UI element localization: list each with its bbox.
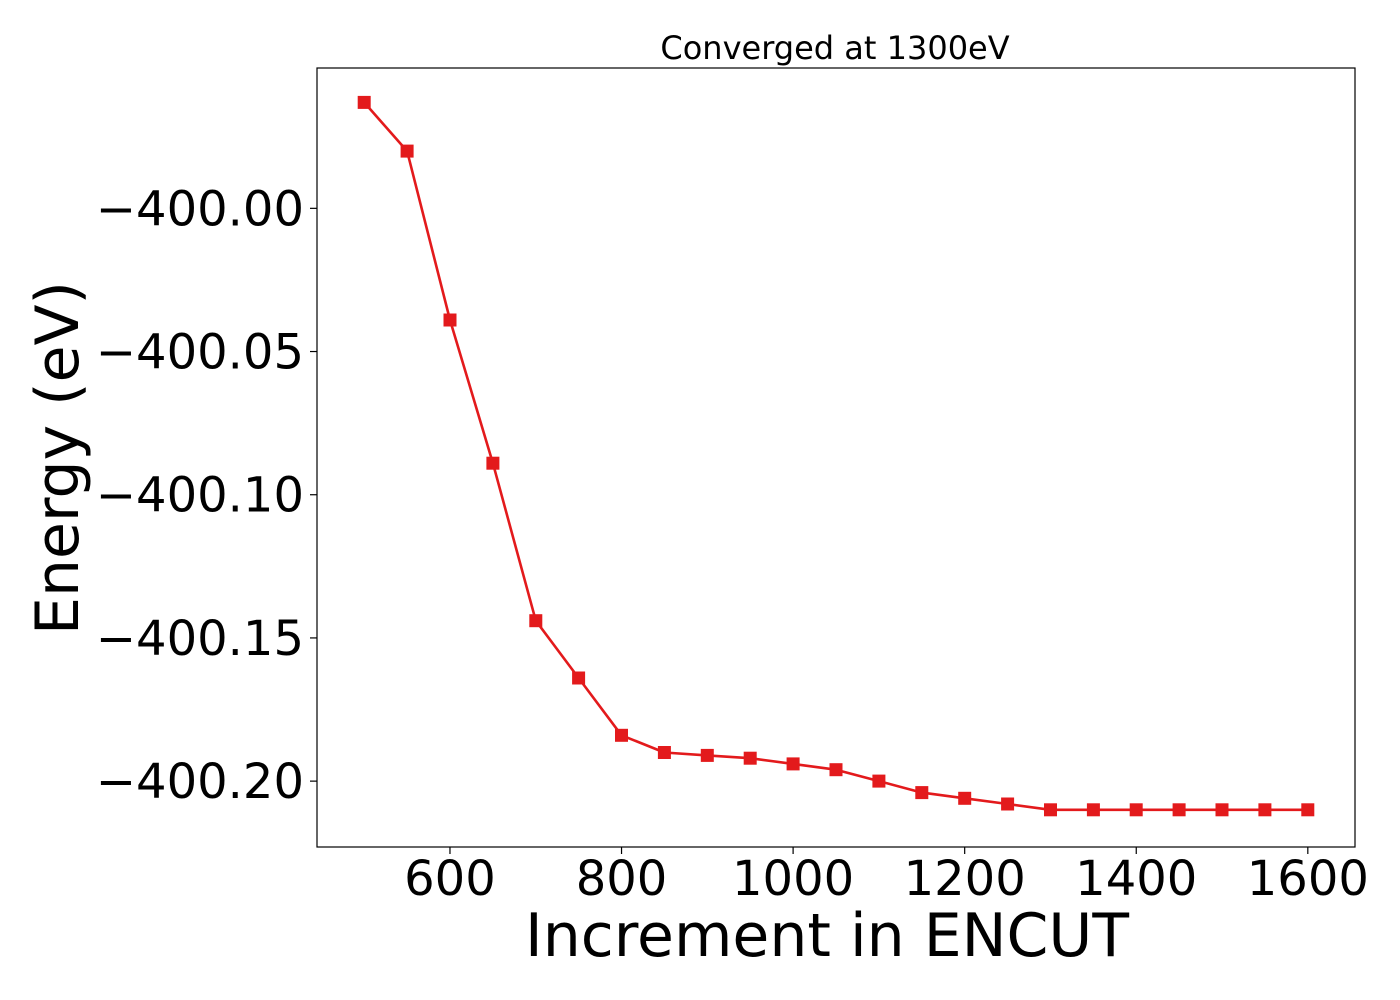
data-point-marker xyxy=(915,786,929,800)
data-point-marker xyxy=(1258,803,1272,817)
data-point-marker xyxy=(786,757,800,771)
data-point-marker xyxy=(1172,803,1186,817)
data-point-marker xyxy=(829,763,843,777)
data-point-marker xyxy=(1086,803,1100,817)
data-point-marker xyxy=(743,751,757,765)
data-point-marker xyxy=(1301,803,1315,817)
data-point-marker xyxy=(486,456,500,470)
data-point-marker xyxy=(700,748,714,762)
y-tick-label: −400.15 xyxy=(96,611,304,667)
y-tick-label: −400.00 xyxy=(96,181,304,237)
data-point-marker xyxy=(1129,803,1143,817)
x-axis-label: Increment in ENCUT xyxy=(525,901,1129,971)
series-line xyxy=(363,101,1308,812)
x-tick-label: 600 xyxy=(404,851,496,907)
data-point-marker xyxy=(1001,797,1015,811)
y-axis: −400.00 −400.05 −400.10 −400.15 −400.20 xyxy=(96,181,317,810)
data-point-marker xyxy=(529,614,543,628)
data-point-marker xyxy=(443,313,457,327)
data-point-marker xyxy=(1215,803,1229,817)
data-point-marker xyxy=(572,671,586,685)
data-point-marker xyxy=(357,95,371,109)
x-tick-label: 800 xyxy=(576,851,668,907)
x-axis: 600 800 1000 1200 1400 1600 xyxy=(404,847,1369,907)
chart-title: Converged at 1300eV xyxy=(660,29,1009,67)
data-point-marker xyxy=(615,728,628,742)
y-tick-label: −400.10 xyxy=(96,468,304,524)
x-tick-label: 1200 xyxy=(904,851,1026,907)
x-tick-label: 1400 xyxy=(1075,851,1197,907)
x-tick-label: 1600 xyxy=(1247,851,1369,907)
plot-area xyxy=(357,95,1315,817)
plot-frame xyxy=(316,67,1356,848)
y-axis-label: Energy (eV) xyxy=(23,281,93,635)
data-point-marker xyxy=(958,791,972,805)
y-tick-label: −400.20 xyxy=(96,754,304,810)
x-tick-label: 1000 xyxy=(732,851,854,907)
y-tick-label: −400.05 xyxy=(96,325,304,381)
data-point-marker xyxy=(657,746,671,759)
data-point-marker xyxy=(400,144,414,158)
data-point-marker xyxy=(872,774,886,788)
data-point-marker xyxy=(1044,803,1057,817)
